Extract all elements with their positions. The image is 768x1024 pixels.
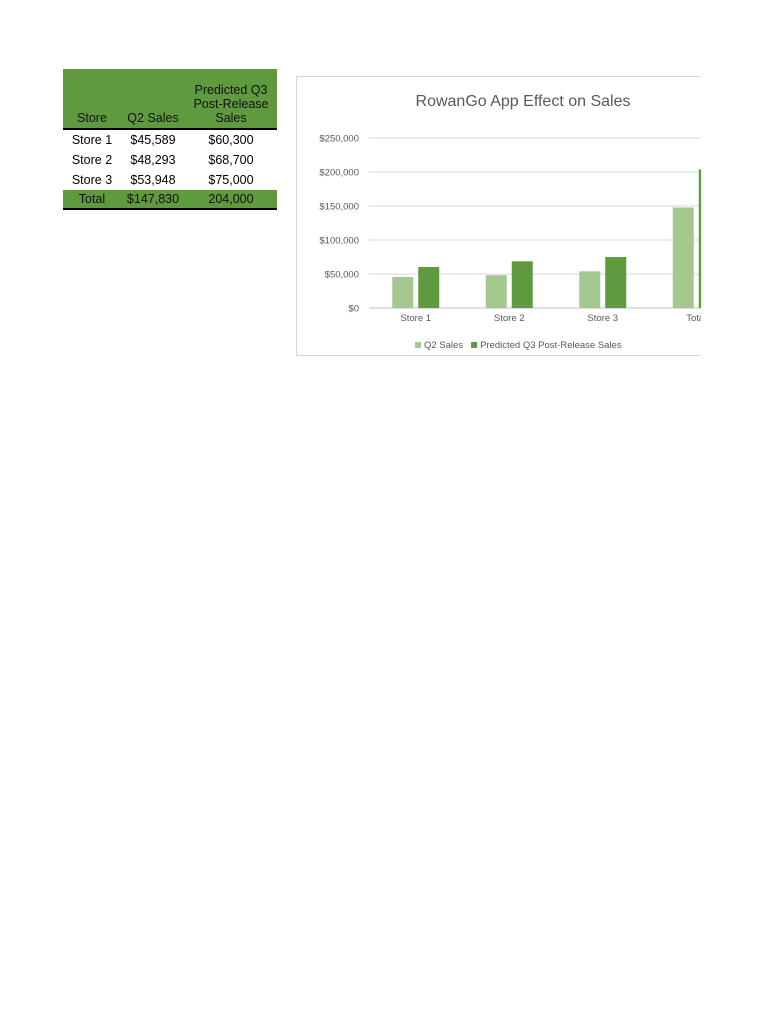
bar-chart: RowanGo App Effect on Sales $0 $50,000 $10… <box>319 93 701 351</box>
chart-title: RowanGo App Effect on Sales <box>416 93 631 110</box>
x-axis-labels: Store 1 Store 2 Store 3 Total <box>400 313 701 324</box>
header-q3-line3: Sales <box>215 111 247 125</box>
legend-label: Predicted Q3 Post-Release Sales <box>480 340 622 351</box>
y-tick-label: $150,000 <box>319 202 359 213</box>
header-q3-line2: Post-Release <box>193 97 269 111</box>
header-q3-predicted: Predicted Q3 Post-Release Sales <box>185 69 277 129</box>
bars <box>392 169 701 308</box>
cell-q3-sales: $75,000 <box>208 173 254 187</box>
header-q3-line1: Predicted Q3 <box>194 83 268 97</box>
y-tick-label: $0 <box>348 304 359 315</box>
x-tick-label: Store 1 <box>400 313 431 324</box>
bar-q3-predicted-1 <box>418 266 440 308</box>
x-tick-label: Total <box>686 313 701 324</box>
y-tick-label: $250,000 <box>319 134 359 145</box>
cell-q2-sales: $45,589 <box>121 128 185 150</box>
cell-store: Store 3 <box>71 173 113 187</box>
header-store: Store <box>77 111 107 125</box>
cell-store: Store 1 <box>63 128 121 150</box>
y-axis-labels: $0 $50,000 $100,000 $150,000 $200,000 $250,00… <box>319 134 359 315</box>
total-q2-sales: $147,830 <box>121 190 185 210</box>
bar-q2-sales-1 <box>392 276 414 308</box>
table-header-row: Store Q2 Sales Predicted Q3 Post-Release… <box>63 69 277 129</box>
legend: Q2 Sales Predicted Q3 Post-Release Sales <box>415 340 622 351</box>
x-tick-label: Store 2 <box>494 313 525 324</box>
bar-q3-predicted-4 <box>698 169 701 308</box>
bar-q3-predicted-2 <box>511 261 533 308</box>
legend-label: Q2 Sales <box>424 340 463 351</box>
cell-q3-sales: $60,300 <box>185 128 277 150</box>
legend-swatch <box>471 342 478 348</box>
y-tick-label: $200,000 <box>319 168 359 179</box>
total-q3-sales: 204,000 <box>185 190 277 210</box>
x-tick-label: Store 3 <box>587 313 618 324</box>
chart-container[interactable]: RowanGo App Effect on Sales $0 $50,000 $10… <box>296 76 701 356</box>
cell-q2-sales: $53,948 <box>130 173 176 187</box>
header-q2-sales: Q2 Sales <box>127 111 179 125</box>
table-row: Store 3 $53,948 $75,000 <box>63 170 277 190</box>
bar-q2-sales-4 <box>672 207 694 308</box>
table-row: Store 1 $45,589 $60,300 <box>63 128 277 150</box>
cell-q2-sales: $48,293 <box>130 153 176 167</box>
cell-q3-sales: $68,700 <box>208 153 254 167</box>
bar-q3-predicted-3 <box>605 257 627 308</box>
table-row: Store 2 $48,293 $68,700 <box>63 150 277 170</box>
bar-q2-sales-2 <box>485 275 507 308</box>
table-total-row: Total $147,830 204,000 <box>63 190 277 210</box>
bar-q2-sales-3 <box>579 271 601 308</box>
sales-table: Store Q2 Sales Predicted Q3 Post-Release… <box>63 69 277 210</box>
legend-swatch <box>415 342 421 348</box>
y-tick-label: $50,000 <box>325 270 359 281</box>
cell-store: Store 2 <box>71 153 113 167</box>
y-tick-label: $100,000 <box>319 236 359 247</box>
total-label: Total <box>63 190 121 210</box>
